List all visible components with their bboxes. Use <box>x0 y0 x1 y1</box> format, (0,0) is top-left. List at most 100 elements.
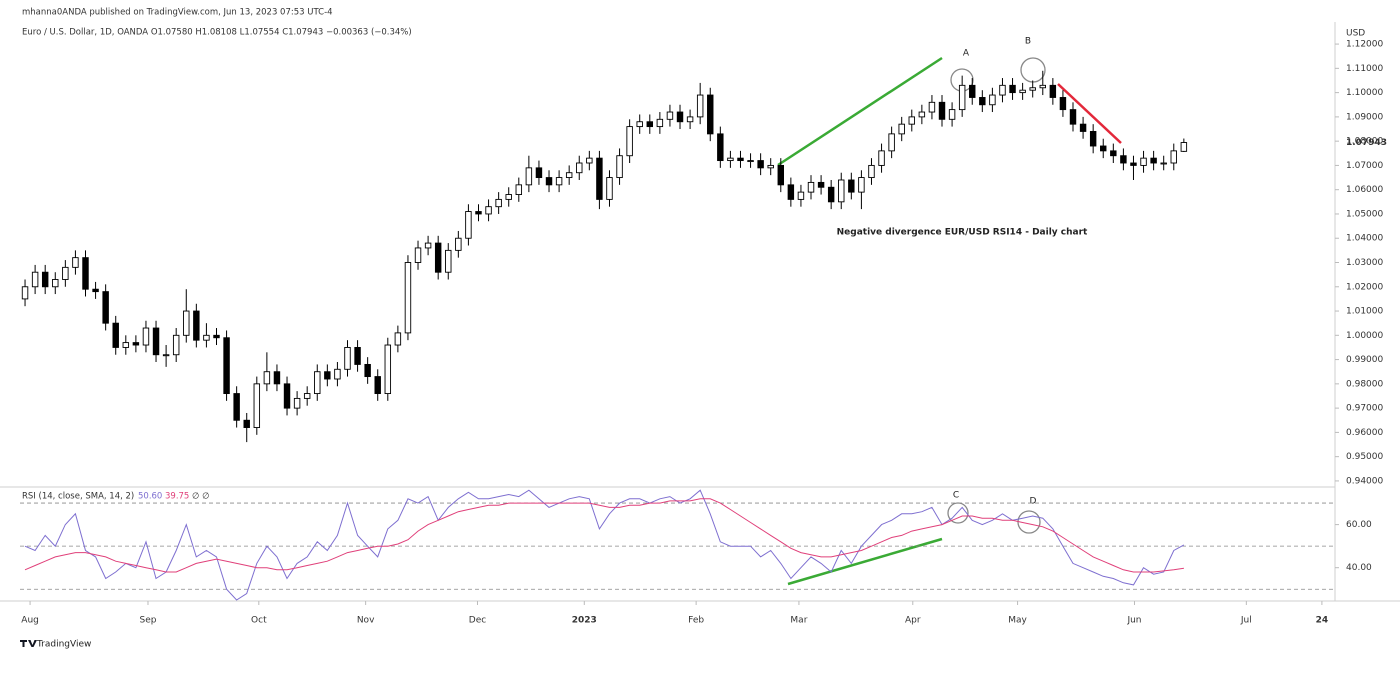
candle-body <box>1120 155 1127 164</box>
candle-body <box>52 279 59 288</box>
candle-body <box>757 160 764 169</box>
candle-body <box>898 123 905 135</box>
candle-body <box>404 262 412 334</box>
candle-body <box>1079 123 1087 132</box>
y-axis-label: USD <box>1346 29 1365 39</box>
candle-body <box>434 242 442 273</box>
y-tick-label: 1.01000 <box>1346 307 1383 317</box>
x-tick-label: Oct <box>251 616 267 626</box>
candle-body <box>938 101 946 120</box>
x-tick-label: Feb <box>688 616 704 626</box>
y-tick-label: 1.06000 <box>1346 185 1383 195</box>
candle-body <box>394 332 402 346</box>
y-tick-label: 0.96000 <box>1346 428 1383 438</box>
candle-body <box>979 97 986 106</box>
candle-body <box>999 84 1006 96</box>
footer-logo: TradingView <box>20 640 91 650</box>
candle-body <box>676 111 684 123</box>
legend-value: 39.75 <box>165 492 189 502</box>
candle-body <box>545 177 553 186</box>
x-tick-label: 2023 <box>572 616 597 626</box>
candle-body <box>1100 145 1107 152</box>
y-tick-label: 40.00 <box>1346 563 1372 573</box>
y-tick-label: 1.10000 <box>1346 88 1383 98</box>
marker-label: D <box>1030 497 1037 507</box>
candle-body <box>656 118 664 128</box>
y-tick-label: 0.98000 <box>1346 379 1383 389</box>
candle-body <box>1110 150 1117 157</box>
y-tick-label: 1.00000 <box>1346 331 1383 341</box>
candle-body <box>445 249 452 273</box>
x-tick-label: 24 <box>1316 616 1329 626</box>
candle-body <box>707 94 714 135</box>
candle-body <box>92 288 99 293</box>
marker-label: A <box>963 49 970 59</box>
marker-label: B <box>1025 37 1031 47</box>
candle-body <box>233 393 240 421</box>
logo <box>20 640 37 647</box>
candle-body <box>142 327 150 346</box>
candle-body <box>787 184 795 200</box>
trend-line <box>777 56 943 167</box>
candle-body <box>213 334 220 339</box>
candle-body <box>1160 162 1167 165</box>
candle-body <box>31 271 39 288</box>
candle-body <box>243 419 250 428</box>
candle-body <box>848 179 855 193</box>
candle-body <box>969 84 976 98</box>
candle-body <box>838 179 845 203</box>
candle-body <box>293 397 301 409</box>
candle-body <box>555 177 563 186</box>
x-tick-label: Sep <box>139 616 156 626</box>
candle-body <box>827 186 835 203</box>
candle-body <box>354 346 361 365</box>
candle-body <box>455 237 462 251</box>
candle-body <box>636 121 643 128</box>
candle-body <box>686 116 694 123</box>
candle-body <box>525 167 533 186</box>
y-tick-label: 1.02000 <box>1346 282 1383 292</box>
x-tick-label: Nov <box>357 616 375 626</box>
candle-body <box>1140 157 1147 166</box>
candle-body <box>535 167 543 179</box>
candle-body <box>152 327 160 356</box>
y-tick-label: 1.11000 <box>1346 64 1383 74</box>
y-tick-label: 0.94000 <box>1346 476 1383 486</box>
candle-body <box>1069 109 1077 125</box>
y-tick-label: 1.03000 <box>1346 258 1383 268</box>
candle-body <box>203 334 210 341</box>
x-tick-label: Mar <box>790 616 807 626</box>
candle-body <box>21 286 29 300</box>
candle-body <box>485 206 492 215</box>
candle-body <box>646 121 654 128</box>
candle-body <box>807 181 815 193</box>
y-tick-label: 1.12000 <box>1346 40 1383 50</box>
rsi-pane: 40.00 60.00 Aug Sep Oct Nov Dec 2023 Feb Mar Apr Ma… <box>20 489 1372 626</box>
x-tick-label: Aug <box>21 616 39 626</box>
trend-line <box>1057 83 1122 144</box>
candle-body <box>1019 89 1026 94</box>
candle-body <box>324 371 331 380</box>
price-pane: 0.94000 0.95000 0.96000 0.97000 0.98000 0.990… <box>21 40 1387 486</box>
candle-body <box>283 383 291 409</box>
candle-body <box>1059 97 1067 111</box>
candle-body <box>777 164 785 186</box>
candle-body <box>858 177 865 193</box>
y-tick-label: 0.99000 <box>1346 355 1383 365</box>
candle-body <box>303 393 311 399</box>
y-tick-label: 1.05000 <box>1346 209 1383 219</box>
candle-body <box>172 334 180 356</box>
candle-body <box>737 157 744 162</box>
candle-body <box>878 150 885 166</box>
candle-body <box>384 344 392 395</box>
candle-body <box>696 94 704 118</box>
candle-body <box>989 94 996 106</box>
candle-body <box>666 111 674 120</box>
candle-body <box>82 257 89 290</box>
candle-body <box>1049 84 1057 98</box>
candle-body <box>223 337 230 395</box>
y-tick-label: 0.97000 <box>1346 404 1383 414</box>
y-tick-label: 1.04000 <box>1346 234 1383 244</box>
candle-body <box>253 383 261 428</box>
last-price-label: 1.07943 <box>1346 138 1387 148</box>
